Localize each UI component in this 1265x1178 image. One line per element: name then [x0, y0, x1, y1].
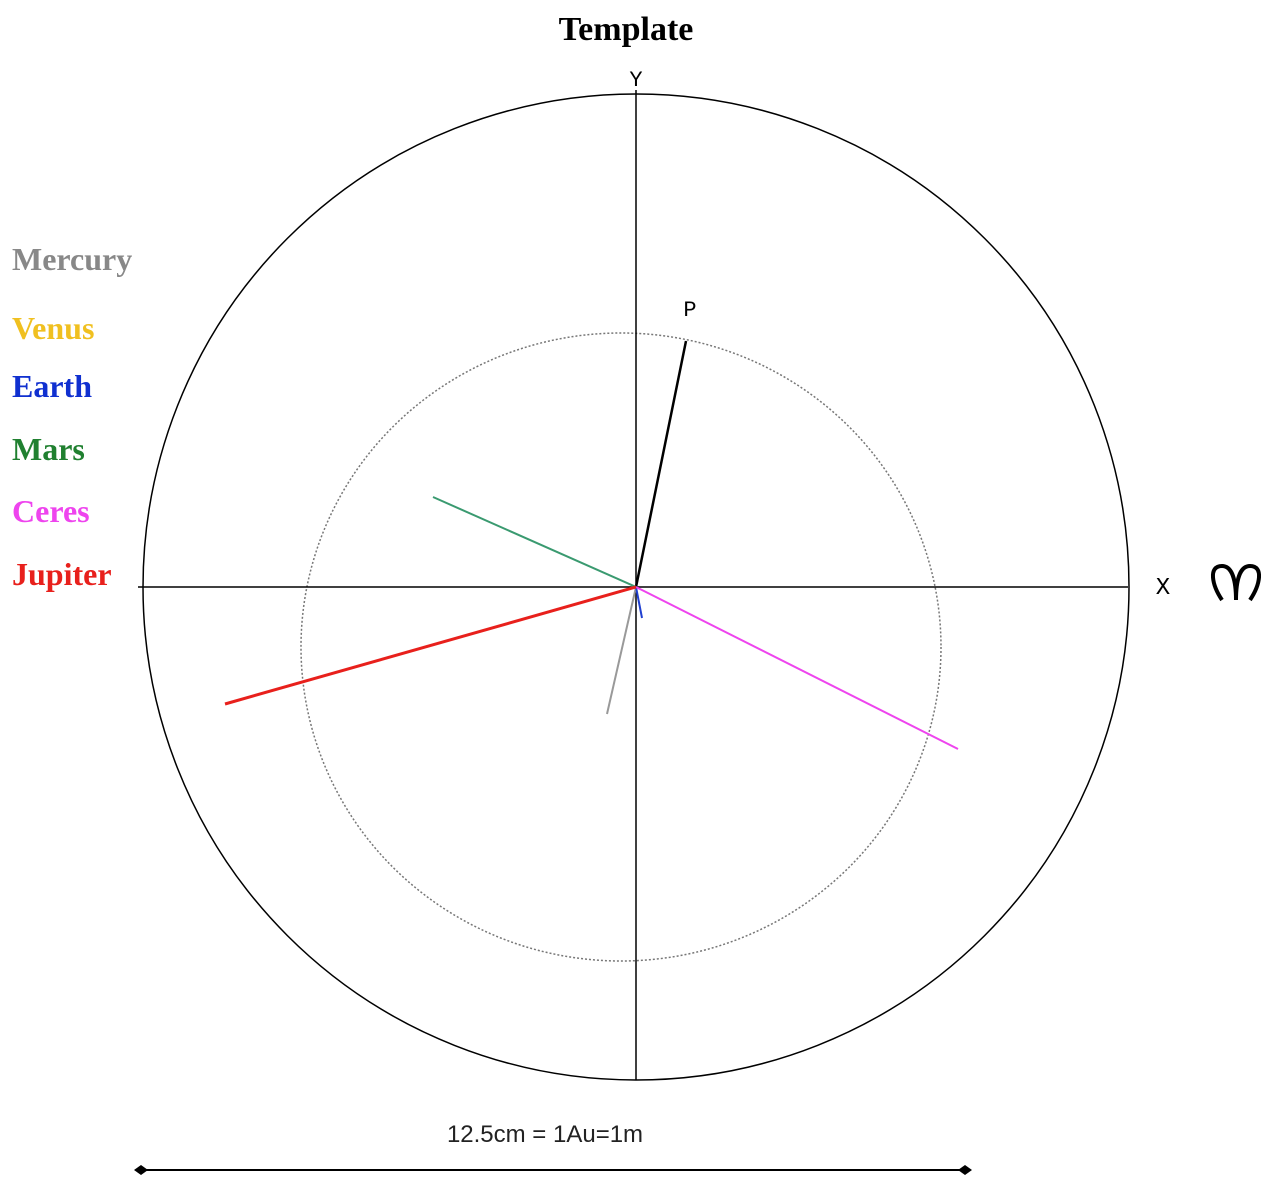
legend-jupiter: Jupiter: [12, 556, 112, 592]
legend-mercury: Mercury: [12, 241, 132, 277]
aries-symbol: [1211, 563, 1261, 602]
inner-orbit: [300, 332, 942, 962]
legend-mars: Mars: [12, 431, 85, 467]
earth-line: [635, 586, 643, 619]
legend-venus: Venus: [12, 310, 94, 346]
y-label: Y: [629, 68, 642, 93]
mars-line: [432, 496, 637, 588]
title: Template: [559, 11, 694, 48]
jupiter-line: [224, 585, 637, 706]
legend-earth: Earth: [12, 368, 92, 404]
p-label: P: [683, 298, 696, 323]
scale-label: 12.5cm = 1Au=1m: [447, 1121, 643, 1148]
legend-ceres: Ceres: [12, 493, 90, 529]
p-line: [634, 340, 688, 588]
mercury-line: [606, 586, 637, 715]
ceres-line: [635, 586, 959, 750]
x-label: X: [1156, 575, 1170, 602]
